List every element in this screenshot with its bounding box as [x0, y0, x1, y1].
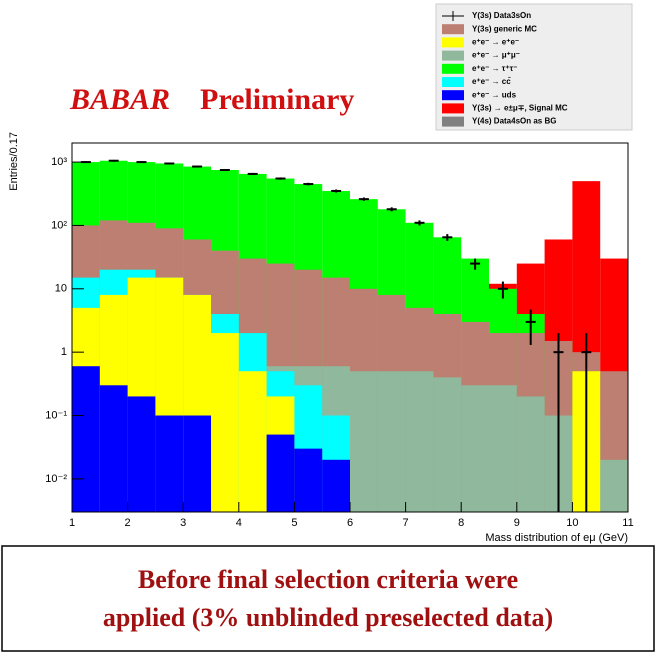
x-tick-label: 4 — [236, 517, 242, 529]
legend-label: e⁺e⁻ → uds — [472, 90, 517, 99]
data-point — [331, 189, 342, 193]
histogram-bar — [322, 459, 350, 512]
x-tick-label: 7 — [403, 517, 409, 529]
x-tick-label: 11 — [622, 517, 633, 529]
footer-box — [1, 545, 655, 652]
legend-label: e⁺e⁻ → τ⁺τ⁻ — [472, 64, 517, 73]
y-tick-label: 1 — [61, 346, 67, 358]
data-point — [136, 161, 147, 164]
x-tick-label: 8 — [458, 517, 464, 529]
data-point — [275, 177, 286, 180]
histogram-bar — [600, 459, 628, 512]
x-axis-label: Mass distribution of eμ (GeV) — [485, 532, 628, 544]
data-point — [108, 159, 119, 162]
data-point — [219, 168, 230, 171]
legend-swatch — [442, 37, 464, 48]
legend-label: e⁺e⁻ → cc̄ — [472, 77, 511, 86]
histogram-bar — [377, 371, 406, 512]
y-axis-label: Entries/0.17 — [8, 132, 20, 191]
chart-title-italic: BABAR — [69, 83, 170, 116]
histogram-bar — [238, 371, 267, 512]
legend-label: Y(4s) Data4sOn as BG — [472, 117, 556, 126]
legend-label: Y(3s) → e±μ∓, Signal MC — [472, 104, 568, 113]
x-tick-label: 1 — [69, 517, 75, 529]
data-point — [497, 281, 508, 299]
legend-label: Y(3s) Data3sOn — [472, 11, 531, 20]
y-tick-label: 10⁻² — [45, 473, 67, 485]
legend-swatch — [442, 63, 464, 74]
histogram-bar — [294, 448, 323, 512]
legend-swatch — [442, 77, 464, 87]
histogram-bar — [127, 396, 156, 512]
data-point — [525, 309, 536, 345]
y-tick-label: 10⁻¹ — [45, 409, 67, 421]
legend-box — [435, 3, 633, 131]
legend-label: e⁺e⁻ → μ⁺μ⁻ — [472, 51, 520, 60]
legend-swatch — [442, 24, 464, 35]
data-point — [358, 197, 369, 201]
histogram-bar — [155, 415, 184, 512]
histogram-bar — [211, 333, 239, 512]
histogram-bar — [405, 371, 434, 512]
data-point — [442, 234, 453, 241]
x-tick-label: 9 — [514, 517, 520, 529]
footer-line: applied (3% unblinded preselected data) — [103, 603, 553, 632]
histogram-bar — [516, 396, 545, 512]
footer-line: Before final selection criteria were — [138, 565, 518, 594]
histogram-bar — [266, 434, 295, 512]
x-tick-label: 2 — [125, 517, 131, 529]
histogram-bar — [99, 385, 128, 512]
data-point — [386, 207, 397, 212]
x-tick-label: 3 — [180, 517, 186, 529]
x-tick-label: 6 — [347, 517, 353, 529]
legend-swatch — [442, 103, 464, 114]
y-tick-label: 10² — [51, 219, 67, 231]
histogram-bar — [183, 415, 211, 512]
x-tick-label: 10 — [566, 517, 578, 529]
data-point — [192, 165, 203, 168]
data-point — [303, 182, 314, 186]
histogram-bar — [461, 385, 489, 512]
data-point — [164, 162, 175, 165]
x-tick-label: 5 — [291, 517, 297, 529]
legend-label: Y(3s) generic MC — [472, 24, 537, 33]
legend-swatch — [442, 90, 464, 101]
legend-swatch — [442, 116, 464, 127]
data-point — [470, 258, 481, 270]
data-point — [247, 172, 258, 176]
legend-swatch — [442, 50, 464, 61]
histogram-bar — [350, 371, 378, 512]
histogram-bar — [433, 377, 462, 512]
data-point — [581, 333, 592, 512]
histogram-bar — [72, 366, 100, 512]
data-point — [553, 333, 564, 512]
y-tick-label: 10 — [55, 283, 67, 295]
y-tick-label: 10³ — [51, 156, 67, 168]
histogram-bar — [489, 385, 517, 512]
data-point — [414, 220, 425, 226]
chart-title: Preliminary — [200, 83, 354, 116]
legend-label: e⁺e⁻ → e⁺e⁻ — [472, 38, 519, 47]
